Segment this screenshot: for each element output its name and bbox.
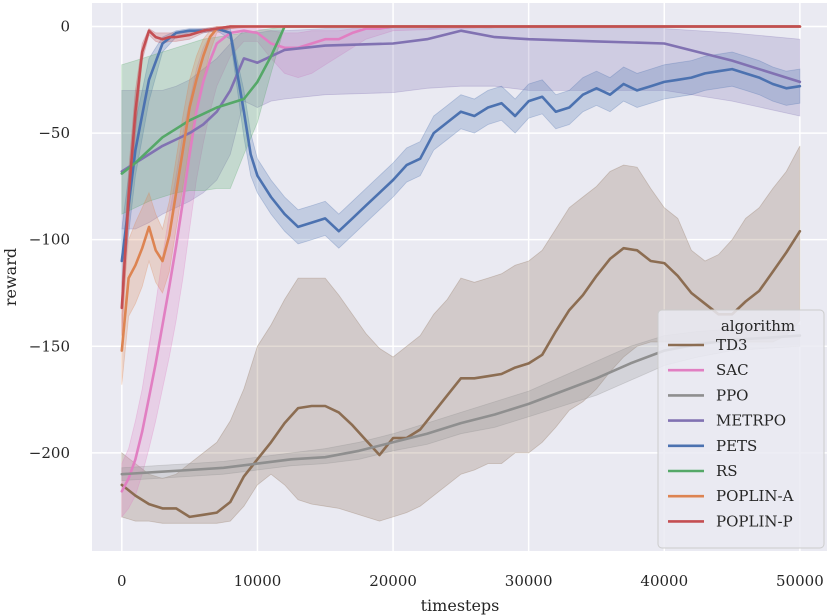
x-tick-label: 30000 — [505, 572, 553, 590]
legend-label-metrpo: METRPO — [716, 412, 786, 430]
series-lines — [120, 25, 802, 519]
legend-label-poplin-a: POPLIN-A — [716, 487, 794, 505]
legend-label-rs: RS — [716, 462, 738, 480]
x-tick-label: 50000 — [776, 572, 824, 590]
y-tick-label: −200 — [29, 444, 70, 462]
x-tick-label: 0 — [117, 572, 127, 590]
legend-label-ppo: PPO — [716, 386, 748, 404]
y-tick-labels: 0 −50 −100 −150 −200 — [29, 17, 70, 461]
x-axis-label: timesteps — [421, 596, 500, 615]
line-pets — [120, 27, 802, 263]
y-axis-label: reward — [1, 248, 20, 306]
legend-label-poplin-p: POPLIN-P — [716, 512, 793, 530]
x-tick-label: 40000 — [640, 572, 688, 590]
y-tick-label: −50 — [38, 124, 70, 142]
band-pets — [121, 28, 801, 294]
x-tick-label: 10000 — [234, 572, 282, 590]
y-tick-label: −100 — [29, 231, 70, 249]
line-td3 — [120, 229, 802, 519]
legend: algorithm TD3 SAC PPO METRPO PETS RS POPLIN-A P… — [657, 309, 825, 549]
legend-label-pets: PETS — [716, 437, 757, 455]
line-poplin-p — [120, 25, 802, 310]
x-tick-label: 20000 — [369, 572, 417, 590]
y-tick-label: −150 — [29, 337, 70, 355]
legend-items: TD3 SAC PPO METRPO PETS RS POPLIN-A POPLIN-P — [668, 336, 794, 530]
x-tick-labels: 0 10000 20000 30000 40000 50000 — [117, 572, 824, 590]
legend-label-td3: TD3 — [716, 336, 748, 354]
y-tick-label: 0 — [60, 17, 70, 35]
band-metrpo — [121, 26, 801, 230]
legend-label-sac: SAC — [716, 361, 749, 379]
legend-title: algorithm — [721, 317, 795, 335]
